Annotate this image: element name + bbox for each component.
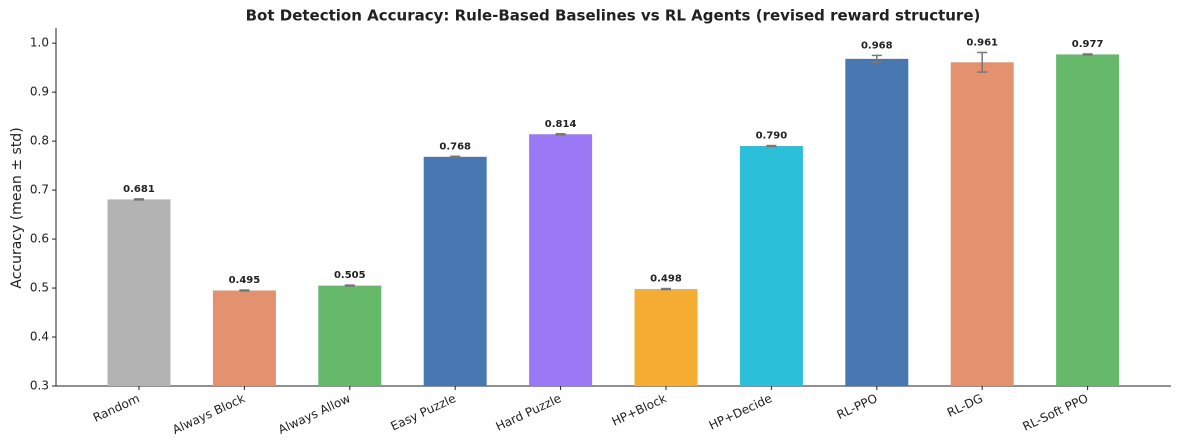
y-tick-label: 0.3: [30, 379, 49, 393]
value-label: 0.505: [334, 270, 366, 281]
bar: [212, 290, 276, 386]
bar: [845, 58, 909, 386]
bar: [107, 199, 171, 386]
x-tick-label: RL-DG: [945, 391, 985, 420]
x-tick-label: Easy Puzzle: [389, 391, 458, 433]
x-tick-label: Random: [91, 391, 142, 425]
value-label: 0.768: [439, 141, 471, 152]
value-label: 0.961: [966, 37, 998, 48]
value-label: 0.790: [756, 131, 788, 142]
bar: [634, 289, 698, 386]
value-label: 0.977: [1072, 39, 1104, 50]
bar: [1056, 54, 1120, 387]
y-tick-label: 0.7: [30, 183, 49, 197]
x-tick-label: HP+Decide: [707, 391, 774, 432]
x-tick-label: Always Allow: [276, 391, 353, 437]
value-label: 0.495: [229, 275, 261, 286]
y-tick-label: 0.6: [30, 232, 49, 246]
y-tick-label: 0.9: [30, 85, 49, 99]
x-tick-label: Always Block: [170, 391, 247, 437]
x-tick-label: RL-PPO: [835, 391, 880, 422]
x-tick-label: HP+Block: [610, 391, 669, 429]
value-label: 0.968: [861, 40, 893, 51]
value-label: 0.498: [650, 274, 682, 285]
bar: [423, 156, 487, 386]
bar: [950, 62, 1014, 387]
x-tick-label: Hard Puzzle: [494, 391, 564, 433]
value-label: 0.814: [545, 119, 577, 130]
y-tick-label: 1.0: [30, 36, 49, 50]
value-label: 0.681: [123, 184, 155, 195]
x-tick-label: RL-Soft PPO: [1020, 391, 1090, 434]
bar: [529, 134, 593, 386]
y-tick-label: 0.8: [30, 134, 49, 148]
bar: [739, 146, 803, 386]
y-tick-label: 0.5: [30, 281, 49, 295]
y-axis-label: Accuracy (mean ± std): [9, 127, 25, 288]
y-tick-label: 0.4: [30, 330, 49, 344]
chart-title: Bot Detection Accuracy: Rule-Based Basel…: [246, 7, 981, 25]
bar: [318, 285, 382, 386]
